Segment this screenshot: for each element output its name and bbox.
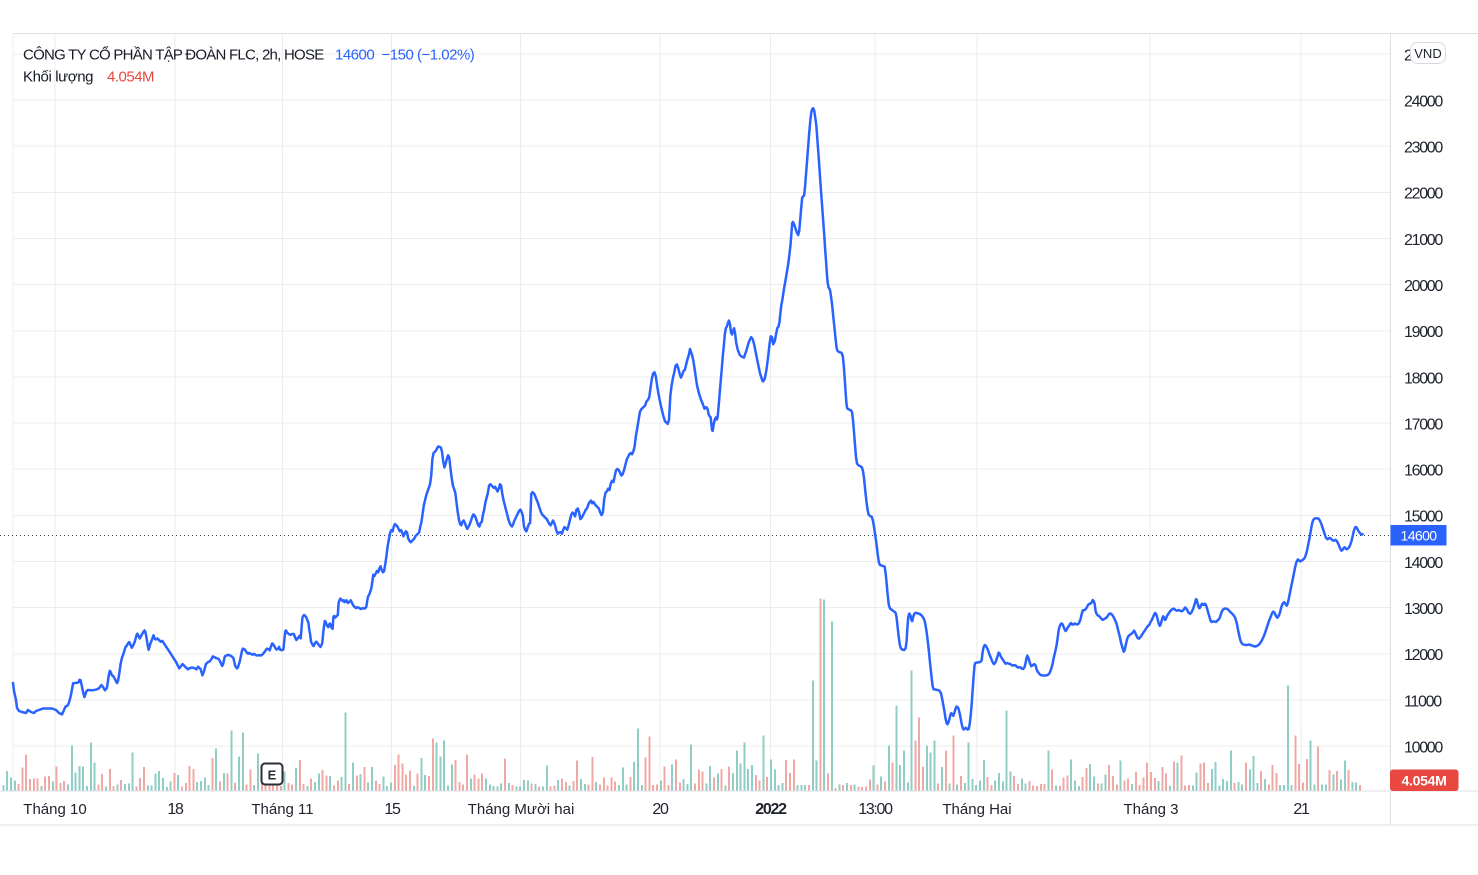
svg-text:19000: 19000 xyxy=(1404,324,1443,341)
svg-text:Tháng Hai: Tháng Hai xyxy=(942,801,1011,818)
svg-text:14600: 14600 xyxy=(1401,528,1438,544)
svg-text:24000: 24000 xyxy=(1404,93,1443,110)
svg-text:12000: 12000 xyxy=(1404,647,1443,664)
svg-text:4.054M: 4.054M xyxy=(1402,773,1447,789)
svg-text:Tháng 11: Tháng 11 xyxy=(251,801,313,818)
svg-text:22000: 22000 xyxy=(1404,186,1443,203)
svg-text:4.054M: 4.054M xyxy=(107,69,154,86)
svg-text:16000: 16000 xyxy=(1404,463,1443,480)
svg-text:13000: 13000 xyxy=(1404,601,1443,618)
svg-text:11000: 11000 xyxy=(1404,693,1442,710)
svg-text:21000: 21000 xyxy=(1404,232,1443,249)
svg-text:Khối lượng: Khối lượng xyxy=(23,69,93,86)
svg-text:VND: VND xyxy=(1414,46,1441,61)
svg-text:Tháng 3: Tháng 3 xyxy=(1123,801,1178,818)
svg-text:17000: 17000 xyxy=(1404,416,1443,433)
svg-text:Tháng 10: Tháng 10 xyxy=(23,801,86,818)
svg-text:CÔNG TY CỔ PHẦN TẬP ĐOÀN FLC,: CÔNG TY CỔ PHẦN TẬP ĐOÀN FLC, 2h, HOSE xyxy=(23,46,324,64)
svg-text:13:00: 13:00 xyxy=(858,801,893,818)
svg-text:21: 21 xyxy=(1293,801,1310,818)
svg-text:Tháng Mười hai: Tháng Mười hai xyxy=(468,801,575,818)
svg-text:20000: 20000 xyxy=(1404,278,1443,295)
svg-text:10000: 10000 xyxy=(1404,739,1443,756)
svg-text:14000: 14000 xyxy=(1404,555,1443,572)
svg-text:15: 15 xyxy=(384,801,401,818)
svg-text:18000: 18000 xyxy=(1404,370,1443,387)
svg-text:23000: 23000 xyxy=(1404,140,1443,157)
svg-text:14600 −150 (−1.02%): 14600 −150 (−1.02%) xyxy=(335,47,475,64)
svg-text:20: 20 xyxy=(652,801,669,818)
svg-text:2022: 2022 xyxy=(755,801,787,818)
svg-text:15000: 15000 xyxy=(1404,509,1443,526)
svg-text:18: 18 xyxy=(167,801,184,818)
svg-text:E: E xyxy=(268,768,277,783)
